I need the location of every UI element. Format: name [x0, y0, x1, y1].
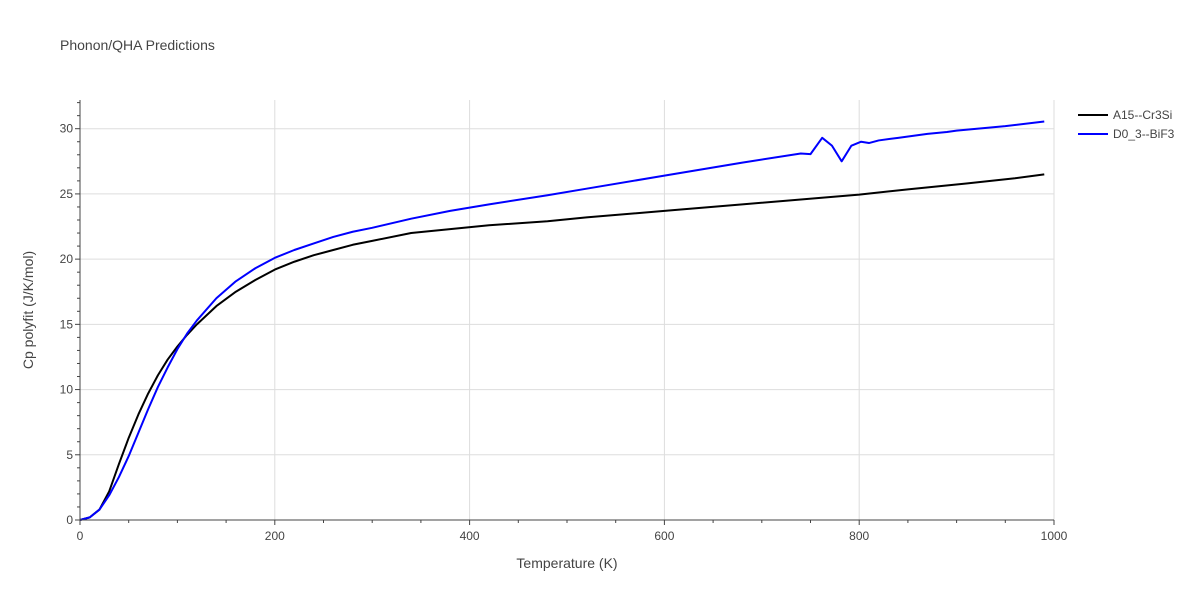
legend: A15--Cr3Si D0_3--BiF3 [1078, 108, 1175, 141]
x-axis-ticks: 0 200 400 600 800 1000 [77, 520, 1068, 543]
y-tick-label: 15 [60, 317, 74, 331]
x-tick-label: 1000 [1041, 529, 1068, 543]
legend-label: D0_3--BiF3 [1113, 127, 1175, 141]
y-tick-label: 10 [60, 383, 74, 397]
x-tick-label: 0 [77, 529, 84, 543]
grid [80, 100, 1055, 520]
y-axis-title: Cp polyfit (J/K/mol) [20, 251, 36, 369]
y-tick-label: 0 [66, 513, 73, 527]
series-line-a15-cr3si [79, 173, 1045, 521]
y-tick-label: 5 [66, 448, 73, 462]
legend-label: A15--Cr3Si [1113, 108, 1172, 122]
x-tick-label: 600 [654, 529, 674, 543]
chart-title: Phonon/QHA Predictions [60, 37, 215, 53]
x-axis-title: Temperature (K) [516, 555, 617, 571]
legend-item[interactable]: A15--Cr3Si [1078, 108, 1172, 122]
series-line-d0-3-bif3 [79, 120, 1045, 521]
y-tick-label: 30 [60, 122, 74, 136]
plot-area [79, 120, 1045, 521]
legend-item[interactable]: D0_3--BiF3 [1078, 127, 1175, 141]
y-tick-label: 20 [60, 252, 74, 266]
x-tick-label: 400 [460, 529, 480, 543]
x-tick-label: 800 [849, 529, 869, 543]
y-axis-ticks: 0 5 10 15 20 25 30 [60, 102, 80, 527]
y-tick-label: 25 [60, 187, 74, 201]
x-tick-label: 200 [265, 529, 285, 543]
